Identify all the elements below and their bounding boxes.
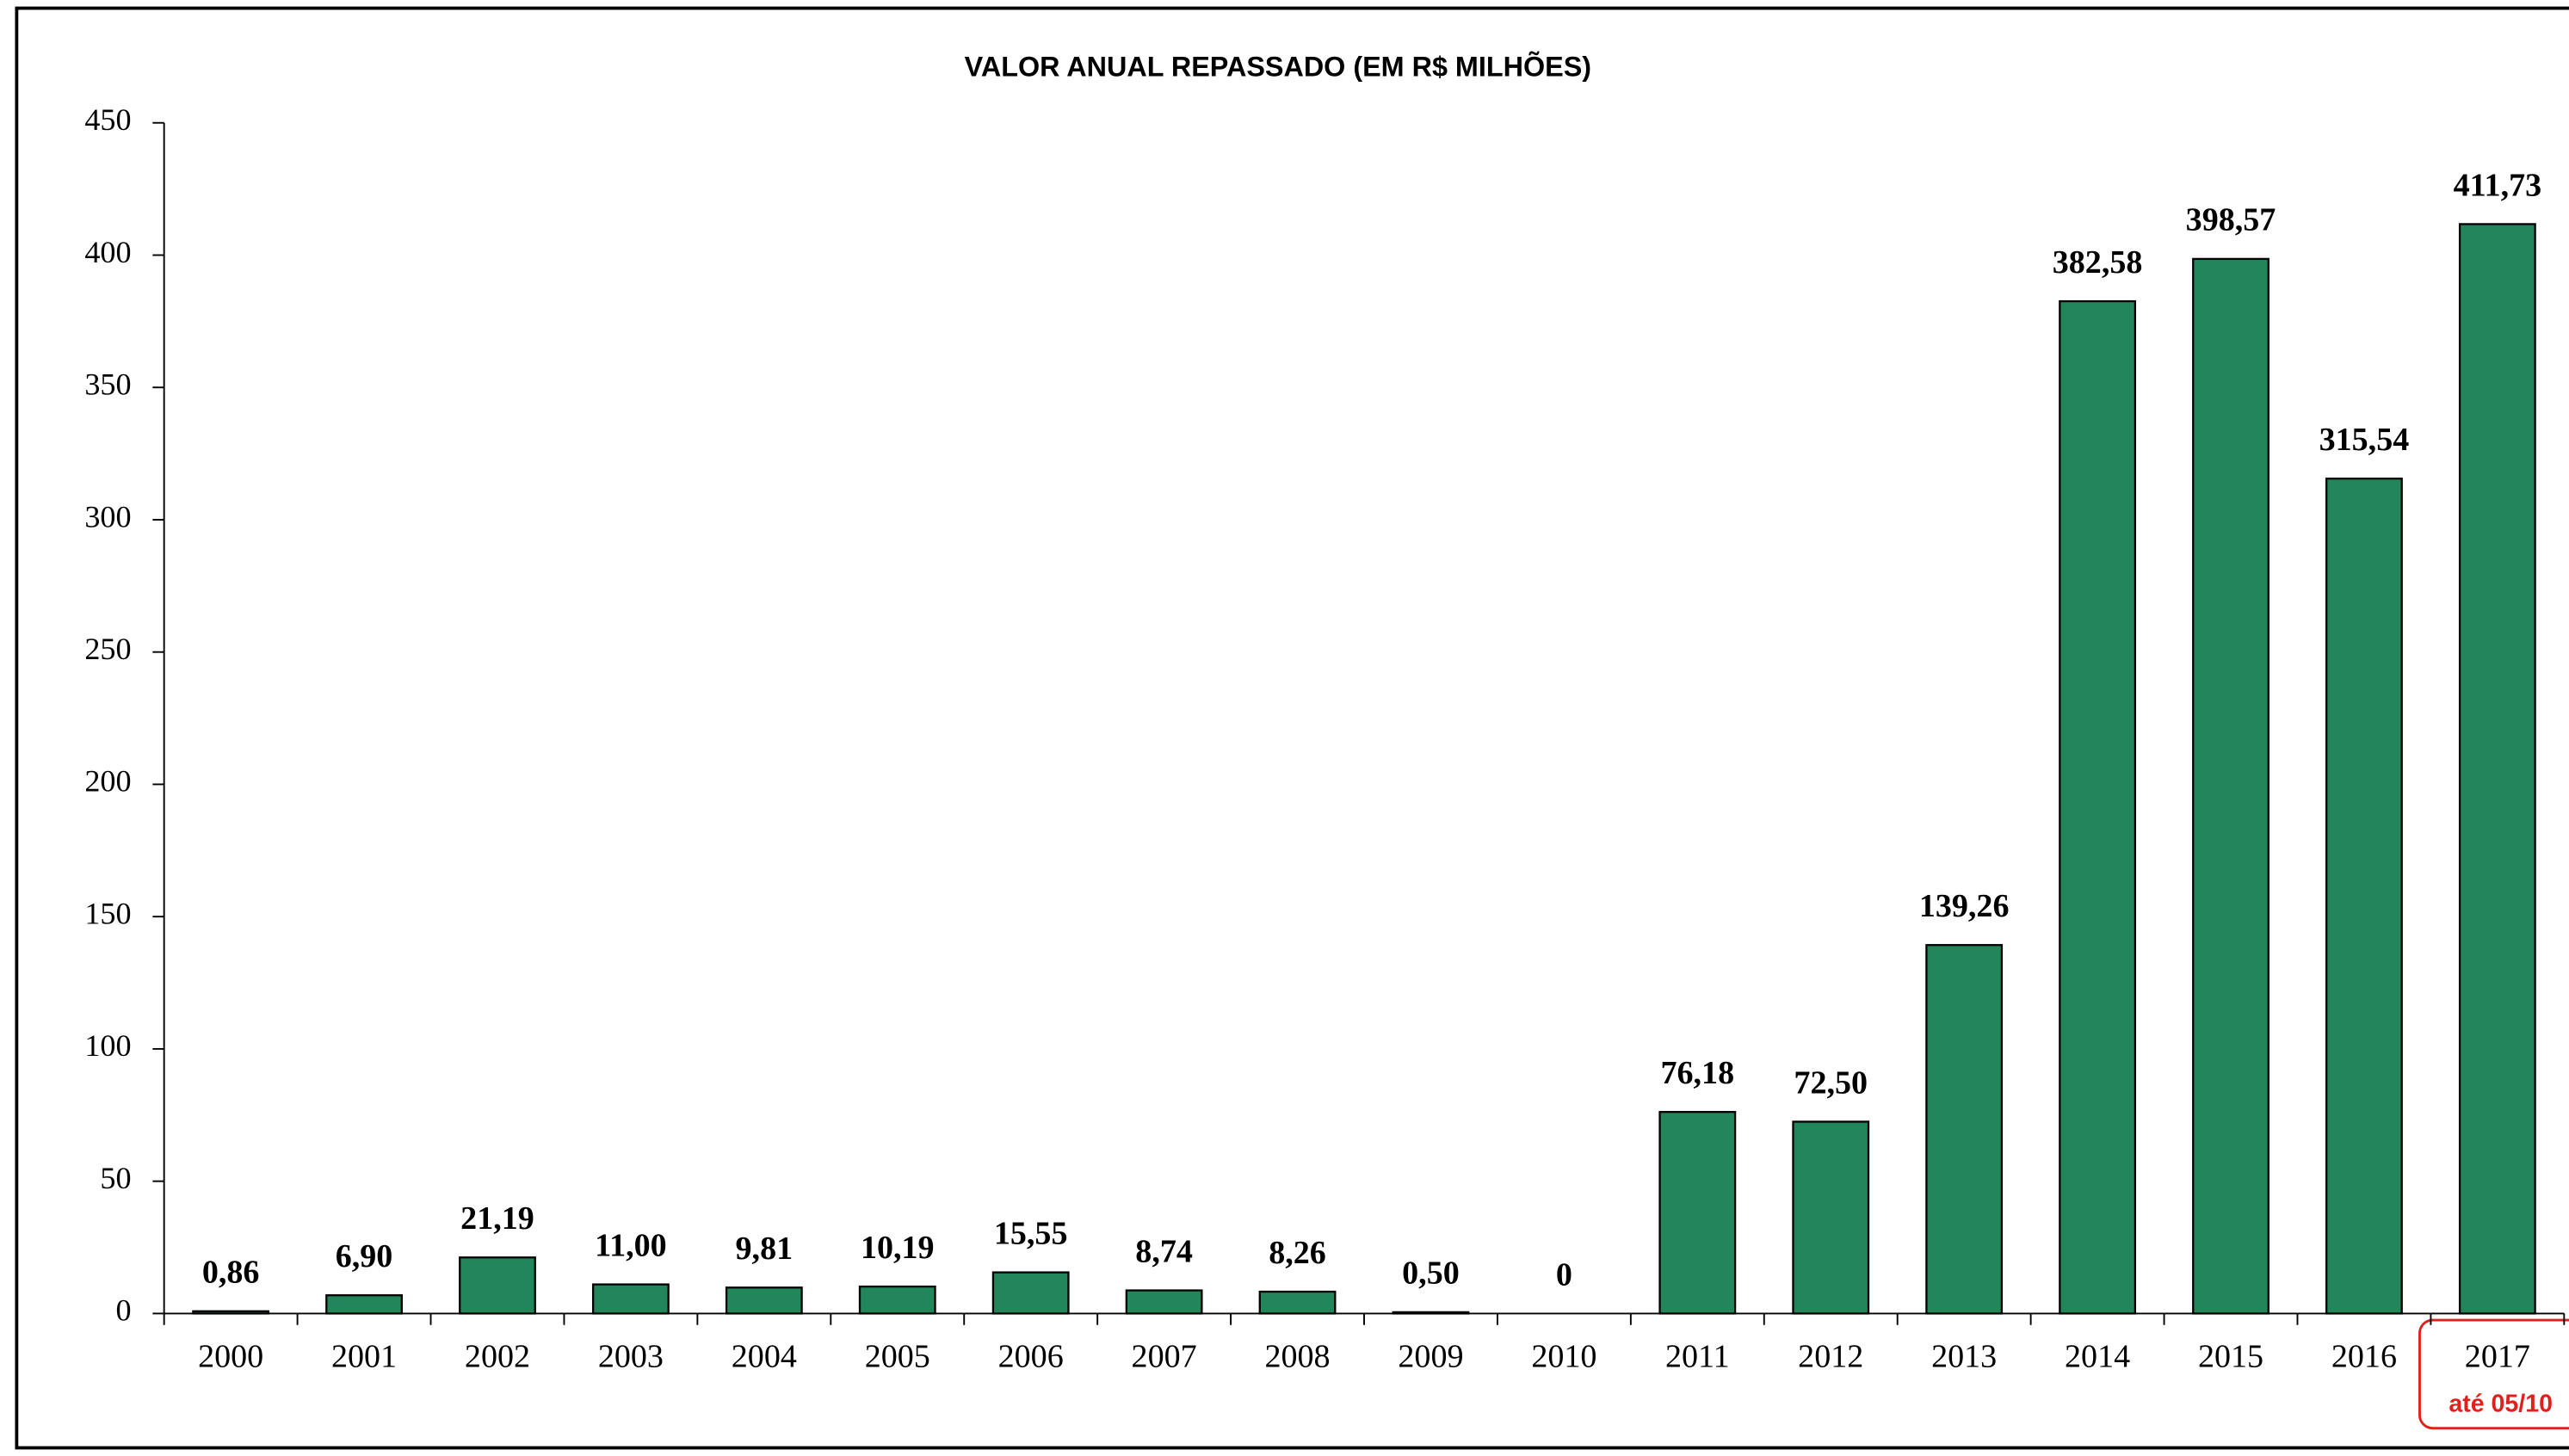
bar [1792, 1120, 1870, 1315]
value-label: 8,74 [1135, 1233, 1193, 1269]
bar [1258, 1290, 1337, 1315]
x-tick-label: 2011 [1665, 1338, 1730, 1374]
bar [459, 1256, 536, 1315]
y-tick-label: 300 [84, 499, 131, 534]
value-label: 72,50 [1794, 1064, 1868, 1101]
x-tick-label: 2008 [1264, 1338, 1330, 1374]
y-tick-label: 0 [116, 1293, 132, 1328]
y-tick-label: 450 [84, 102, 131, 137]
chart-title: VALOR ANUAL REPASSADO (EM R$ MILHÕES) [965, 50, 1591, 82]
x-tick-label: 2015 [2198, 1338, 2263, 1374]
value-label: 382,58 [2053, 244, 2143, 281]
value-label: 10,19 [861, 1230, 935, 1266]
x-tick-label: 2010 [1531, 1338, 1596, 1374]
bar [2325, 478, 2403, 1315]
y-tick-label: 350 [84, 367, 131, 402]
value-label: 0,50 [1402, 1255, 1460, 1292]
value-label: 76,18 [1661, 1055, 1735, 1091]
x-tick-label: 2000 [198, 1338, 263, 1374]
y-tick-label: 400 [84, 235, 131, 269]
bar [1125, 1289, 1203, 1315]
value-label: 0 [1556, 1256, 1572, 1293]
x-tick-label: 2017 [2465, 1338, 2530, 1374]
value-label: 11,00 [595, 1227, 667, 1263]
bar [1658, 1111, 1737, 1315]
x-tick-label: 2009 [1398, 1338, 1463, 1374]
x-tick-label: 2004 [732, 1338, 797, 1374]
x-tick-label: 2007 [1132, 1338, 1197, 1374]
value-label: 411,73 [2454, 167, 2542, 203]
frame [15, 6, 2569, 1450]
bar [1392, 1311, 1470, 1315]
value-label: 9,81 [736, 1231, 794, 1267]
value-label: 139,26 [1919, 888, 2010, 924]
y-tick-label: 250 [84, 632, 131, 666]
value-label: 21,19 [460, 1200, 534, 1237]
y-tick-label: 100 [84, 1028, 131, 1063]
bar [2192, 257, 2269, 1315]
x-tick-label: 2002 [465, 1338, 530, 1374]
bar [2059, 299, 2137, 1315]
y-tick-label: 200 [84, 764, 131, 799]
value-label: 6,90 [336, 1238, 393, 1274]
value-label: 0,86 [202, 1255, 260, 1291]
bar [325, 1294, 403, 1315]
x-tick-label: 2013 [1931, 1338, 1997, 1374]
x-tick-label: 2016 [2331, 1338, 2397, 1374]
annotation: até 05/10 [2449, 1391, 2553, 1418]
bar [192, 1310, 270, 1315]
bar [591, 1283, 670, 1315]
bar [991, 1271, 1070, 1315]
x-tick-label: 2003 [598, 1338, 664, 1374]
y-tick-label: 50 [100, 1161, 131, 1195]
value-label: 398,57 [2186, 202, 2276, 238]
value-label: 8,26 [1269, 1235, 1326, 1271]
value-label: 15,55 [994, 1215, 1068, 1251]
x-tick-label: 2005 [865, 1338, 930, 1374]
y-tick-label: 150 [84, 896, 131, 930]
x-tick-label: 2001 [331, 1338, 397, 1374]
x-tick-label: 2012 [1798, 1338, 1863, 1374]
bar [725, 1286, 803, 1315]
bar [1925, 944, 2004, 1315]
bar [858, 1285, 936, 1315]
value-label: 315,54 [2319, 422, 2410, 458]
x-tick-label: 2006 [998, 1338, 1064, 1374]
annotation-box [2418, 1318, 2569, 1430]
bar [2458, 223, 2536, 1315]
x-tick-label: 2014 [2065, 1338, 2130, 1374]
